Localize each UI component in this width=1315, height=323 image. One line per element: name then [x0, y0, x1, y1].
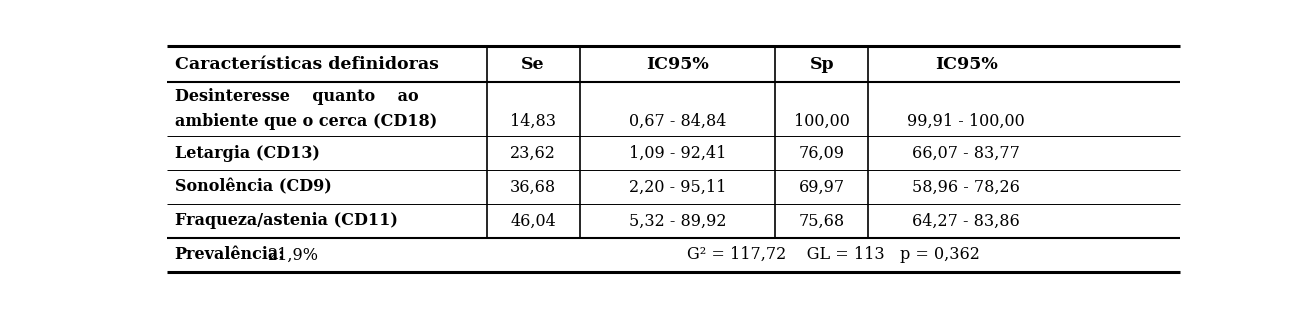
Text: 69,97: 69,97 — [798, 179, 846, 196]
Text: Prevalência:: Prevalência: — [175, 246, 285, 263]
Text: Letargia (CD13): Letargia (CD13) — [175, 145, 320, 162]
Text: 66,07 - 83,77: 66,07 - 83,77 — [913, 145, 1020, 162]
Text: ambiente que o cerca (CD18): ambiente que o cerca (CD18) — [175, 113, 437, 130]
Text: 14,83: 14,83 — [510, 113, 556, 130]
Text: G² = 117,72    GL = 113   p = 0,362: G² = 117,72 GL = 113 p = 0,362 — [686, 246, 980, 263]
Text: 23,62: 23,62 — [510, 145, 556, 162]
Text: 58,96 - 78,26: 58,96 - 78,26 — [913, 179, 1020, 196]
Text: Características definidoras: Características definidoras — [175, 56, 438, 73]
Text: 5,32 - 89,92: 5,32 - 89,92 — [629, 213, 726, 229]
Text: 46,04: 46,04 — [510, 213, 556, 229]
Text: Fraqueza/astenia (CD11): Fraqueza/astenia (CD11) — [175, 213, 397, 229]
Text: 64,27 - 83,86: 64,27 - 83,86 — [913, 213, 1020, 229]
Text: 0,67 - 84,84: 0,67 - 84,84 — [629, 113, 726, 130]
Text: IC95%: IC95% — [646, 56, 709, 73]
Text: Sonolência (CD9): Sonolência (CD9) — [175, 179, 331, 196]
Text: 100,00: 100,00 — [794, 113, 849, 130]
Text: 75,68: 75,68 — [798, 213, 846, 229]
Text: 21,9%: 21,9% — [268, 246, 320, 263]
Text: Sp: Sp — [810, 56, 834, 73]
Text: 36,68: 36,68 — [510, 179, 556, 196]
Text: 99,91 - 100,00: 99,91 - 100,00 — [907, 113, 1026, 130]
Text: 2,20 - 95,11: 2,20 - 95,11 — [629, 179, 726, 196]
Text: Se: Se — [521, 56, 544, 73]
Text: IC95%: IC95% — [935, 56, 998, 73]
Text: Desinteresse    quanto    ao: Desinteresse quanto ao — [175, 89, 418, 106]
Text: 1,09 - 92,41: 1,09 - 92,41 — [629, 145, 726, 162]
Text: 76,09: 76,09 — [798, 145, 844, 162]
